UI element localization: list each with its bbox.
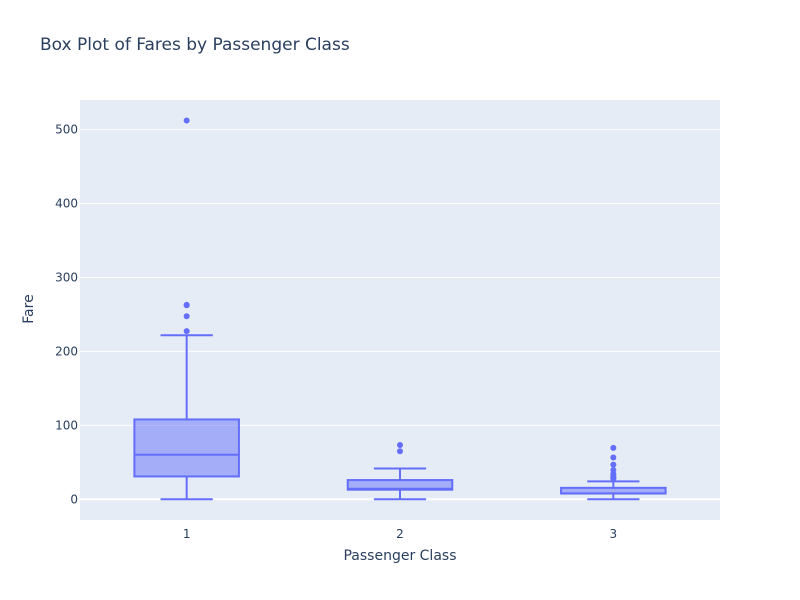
outlier-point <box>610 466 617 473</box>
x-tick-label: 2 <box>396 527 404 541</box>
y-tick-label: 200 <box>55 344 78 358</box>
outlier-point <box>183 313 190 320</box>
outlier-point <box>183 117 190 124</box>
box-series <box>133 117 667 501</box>
outlier-point <box>397 448 403 455</box>
outlier-point <box>610 444 617 451</box>
y-tick-labels: 0 100 200 300 400 500 <box>55 123 78 507</box>
box-class-2 <box>346 441 454 501</box>
box-class-3 <box>560 444 667 501</box>
x-tick-label: 3 <box>610 527 618 541</box>
y-tick-label: 400 <box>55 197 78 211</box>
y-tick-label: 100 <box>55 418 78 432</box>
chart-title: Box Plot of Fares by Passenger Class <box>40 35 350 55</box>
y-tick-label: 300 <box>55 270 78 284</box>
y-axis-title: Fare <box>21 294 37 323</box>
outlier-point <box>610 454 617 461</box>
box-class-1 <box>133 117 240 501</box>
x-tick-labels: 1 2 3 <box>183 527 617 541</box>
outlier-point <box>183 301 190 308</box>
iqr-box <box>133 418 240 478</box>
x-tick-label: 1 <box>183 527 191 541</box>
y-tick-label: 500 <box>55 123 78 137</box>
outlier-point <box>610 461 617 468</box>
x-axis-title: Passenger Class <box>343 548 456 564</box>
y-tick-label: 0 <box>70 492 78 506</box>
outlier-point <box>397 441 403 448</box>
outlier-point <box>183 328 190 335</box>
